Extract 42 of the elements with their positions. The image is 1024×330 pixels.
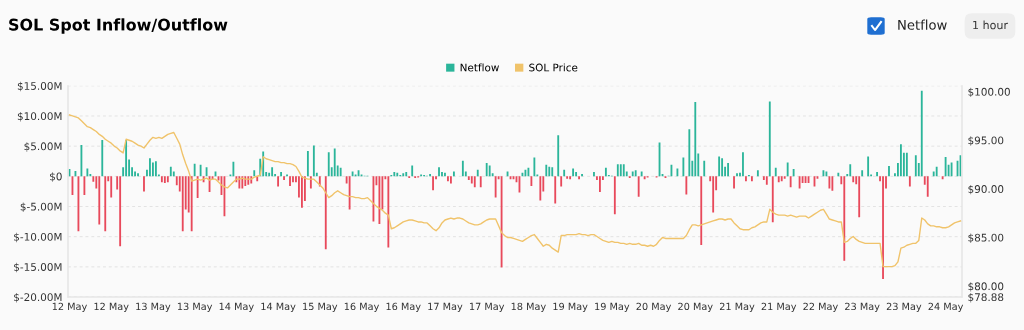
chart-title: SOL Spot Inflow/Outflow xyxy=(9,18,228,34)
x-tick-label: 20 May xyxy=(636,302,672,312)
legend-label: SOL Price xyxy=(529,63,578,72)
y-tick-label: $-20.00M xyxy=(14,293,62,303)
x-tick-label: 12 May xyxy=(94,302,129,312)
x-tick-label: 15 May xyxy=(303,302,338,312)
y-tick-label: $-10.00M xyxy=(14,232,62,243)
text: Netflow xyxy=(898,19,947,30)
x-tick-label: 19 May xyxy=(595,302,630,312)
x-tick-label: 24 May xyxy=(928,302,964,312)
x-tick-label: 23 May xyxy=(845,302,880,312)
x-tick-label: 21 May xyxy=(761,302,797,312)
text: 1 hour xyxy=(973,20,1009,30)
y-tick-label: $15.00M xyxy=(17,81,62,92)
y2-tick-label: $100.00 xyxy=(968,87,1010,98)
x-tick-label: 23 May xyxy=(886,302,922,312)
y-tick-label: $10.00M xyxy=(17,112,62,122)
x-tick-label: 20 May xyxy=(678,302,713,312)
x-tick-label: 17 May xyxy=(428,302,463,312)
x-tick-label: 13 May xyxy=(177,302,213,312)
y-tick-label: $-5.00M xyxy=(20,202,62,212)
y2-tick-label: $80.00 xyxy=(968,282,1004,292)
x-tick-label: 18 May xyxy=(511,302,546,312)
x-tick-label: 22 May xyxy=(803,302,838,312)
x-tick-label: 16 May xyxy=(344,302,380,312)
y-tick-label: $0 xyxy=(50,172,62,182)
x-tick-label: 17 May xyxy=(469,302,505,312)
y2-tick-label: $78.88 xyxy=(968,293,1004,303)
x-tick-label: 12 May xyxy=(52,302,87,312)
y2-tick-label: $85.00 xyxy=(968,233,1004,243)
x-tick-label: 16 May xyxy=(386,302,421,312)
line-series xyxy=(68,114,962,268)
x-tick-label: 21 May xyxy=(719,302,755,312)
x-tick-label: 14 May xyxy=(261,302,296,312)
x-tick-label: 14 May xyxy=(219,302,254,312)
y2-tick-label: $95.00 xyxy=(968,136,1004,146)
y-tick-label: $-15.00M xyxy=(14,262,62,273)
x-tick-label: 13 May xyxy=(136,302,171,312)
x-tick-label: 19 May xyxy=(553,302,588,312)
y-tick-label: $5.00M xyxy=(24,142,62,152)
y2-tick-label: $90.00 xyxy=(968,184,1004,195)
legend-label: Netflow xyxy=(460,63,499,72)
